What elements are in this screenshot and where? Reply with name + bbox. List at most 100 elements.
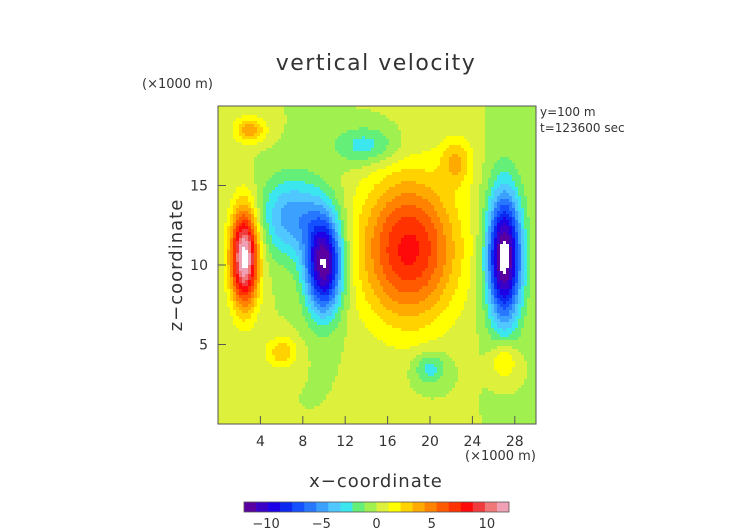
heatmap-cell <box>311 211 315 215</box>
heatmap-cell <box>374 187 378 191</box>
heatmap-cell <box>398 154 402 158</box>
heatmap-cell <box>290 211 294 215</box>
heatmap-cell <box>464 112 468 116</box>
heatmap-cell <box>344 181 348 185</box>
heatmap-cell <box>371 214 375 218</box>
heatmap-cell <box>329 244 333 248</box>
heatmap-cell <box>428 190 432 194</box>
heatmap-cell <box>281 121 285 125</box>
heatmap-cell <box>269 205 273 209</box>
heatmap-cell <box>485 154 489 158</box>
heatmap-cell <box>371 181 375 185</box>
heatmap-cell <box>470 169 474 173</box>
heatmap-cell <box>473 169 477 173</box>
heatmap-cell <box>392 184 396 188</box>
heatmap-cell <box>407 130 411 134</box>
heatmap-cell <box>509 235 513 239</box>
heatmap-cell <box>224 115 228 119</box>
heatmap-cell <box>314 208 318 212</box>
heatmap-cell <box>443 229 447 233</box>
heatmap-cell <box>476 139 480 143</box>
heatmap-cell <box>524 118 528 122</box>
heatmap-cell <box>374 175 378 179</box>
heatmap-cell <box>515 157 519 161</box>
heatmap-cell <box>242 205 246 209</box>
heatmap-cell <box>302 124 306 128</box>
heatmap-cell <box>356 139 360 143</box>
heatmap-cell <box>518 184 522 188</box>
heatmap-cell <box>269 133 273 137</box>
heatmap-cell <box>407 142 411 146</box>
heatmap-cell <box>365 130 369 134</box>
heatmap-cell <box>335 127 339 131</box>
heatmap-cell <box>311 136 315 140</box>
heatmap-cell <box>257 226 261 230</box>
heatmap-cell <box>482 163 486 167</box>
heatmap-cell <box>290 166 294 170</box>
heatmap-cell <box>344 175 348 179</box>
heatmap-cell <box>461 175 465 179</box>
heatmap-cell <box>317 139 321 143</box>
heatmap-cell <box>491 118 495 122</box>
heatmap-cell <box>395 178 399 182</box>
heatmap-cell <box>461 169 465 173</box>
heatmap-cell <box>218 247 222 251</box>
heatmap-cell <box>437 220 441 224</box>
heatmap-cell <box>311 193 315 197</box>
heatmap-cell <box>494 193 498 197</box>
heatmap-cell <box>296 226 300 230</box>
heatmap-cell <box>425 187 429 191</box>
heatmap-cell <box>269 157 273 161</box>
heatmap-cell <box>323 184 327 188</box>
heatmap-cell <box>491 214 495 218</box>
heatmap-cell <box>392 166 396 170</box>
heatmap-cell <box>386 169 390 173</box>
heatmap-cell <box>431 112 435 116</box>
heatmap-cell <box>383 211 387 215</box>
heatmap-cell <box>224 157 228 161</box>
heatmap-cell <box>230 178 234 182</box>
heatmap-cell <box>500 106 504 110</box>
heatmap-cell <box>272 166 276 170</box>
heatmap-cell <box>221 157 225 161</box>
heatmap-cell <box>491 109 495 113</box>
heatmap-cell <box>338 109 342 113</box>
heatmap-cell <box>518 190 522 194</box>
heatmap-cell <box>380 109 384 113</box>
heatmap-cell <box>248 163 252 167</box>
heatmap-cell <box>341 109 345 113</box>
heatmap-cell <box>218 151 222 155</box>
heatmap-cell <box>479 181 483 185</box>
heatmap-cell <box>452 208 456 212</box>
heatmap-cell <box>494 124 498 128</box>
heatmap-cell <box>320 235 324 239</box>
heatmap-cell <box>224 148 228 152</box>
heatmap-cell <box>413 223 417 227</box>
heatmap-cell <box>410 184 414 188</box>
heatmap-cell <box>281 148 285 152</box>
heatmap-cell <box>482 142 486 146</box>
heatmap-cell <box>389 217 393 221</box>
heatmap-cell <box>347 127 351 131</box>
heatmap-cell <box>284 172 288 176</box>
heatmap-cell <box>323 142 327 146</box>
heatmap-cell <box>503 223 507 227</box>
heatmap-cell <box>257 139 261 143</box>
heatmap-cell <box>287 157 291 161</box>
heatmap-cell <box>500 148 504 152</box>
heatmap-cell <box>479 157 483 161</box>
heatmap-cell <box>491 112 495 116</box>
heatmap-cell <box>278 181 282 185</box>
heatmap-cell <box>416 154 420 158</box>
heatmap-cell <box>425 217 429 221</box>
heatmap-cell <box>326 160 330 164</box>
heatmap-cell <box>320 199 324 203</box>
heatmap-cell <box>368 193 372 197</box>
heatmap-cell <box>224 166 228 170</box>
heatmap-cell <box>233 133 237 137</box>
heatmap-cell <box>398 181 402 185</box>
heatmap-cell <box>344 214 348 218</box>
heatmap-cell <box>287 106 291 110</box>
heatmap-cell <box>245 196 249 200</box>
heatmap-cell <box>257 142 261 146</box>
